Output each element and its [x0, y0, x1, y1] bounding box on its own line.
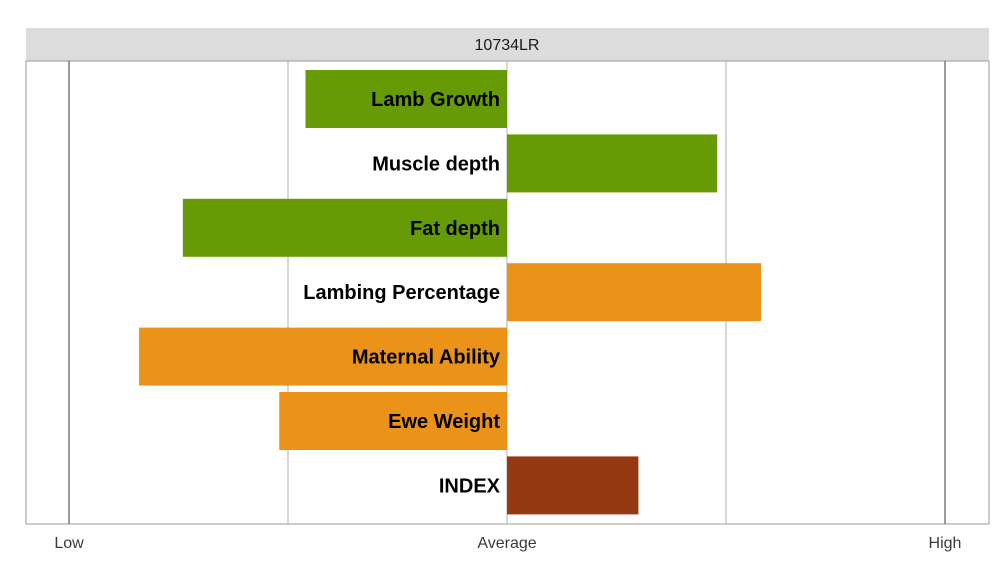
bar-maternal-ability	[139, 327, 507, 386]
bar-label-fat-depth: Fat depth	[410, 218, 500, 240]
bar-index	[507, 456, 639, 515]
bar-fat-depth	[182, 198, 507, 257]
bar-label-muscle-depth: Muscle depth	[372, 153, 500, 175]
bar-label-lambing-percentage: Lambing Percentage	[303, 282, 500, 304]
bar-label-maternal-ability: Maternal Ability	[352, 347, 501, 369]
bar-lamb-growth	[305, 70, 507, 128]
bar-label-index: INDEX	[439, 475, 501, 497]
chart-title: 10734LR	[475, 37, 540, 54]
bar-label-lamb-growth: Lamb Growth	[371, 89, 500, 111]
tick-label-high: High	[929, 535, 962, 552]
bar-ewe-weight	[279, 392, 507, 450]
tick-label-low: Low	[54, 535, 84, 552]
tick-label-average: Average	[477, 535, 536, 552]
bar-lambing-percentage	[507, 263, 762, 322]
title-band	[26, 28, 989, 61]
bars	[139, 70, 762, 515]
bar-muscle-depth	[507, 134, 718, 193]
bar-labels: Lamb Growth Muscle depth Fat depth Lambing …	[303, 89, 501, 497]
x-axis-ticks: Low Average High	[54, 535, 961, 552]
bar-label-ewe-weight: Ewe Weight	[388, 411, 500, 433]
